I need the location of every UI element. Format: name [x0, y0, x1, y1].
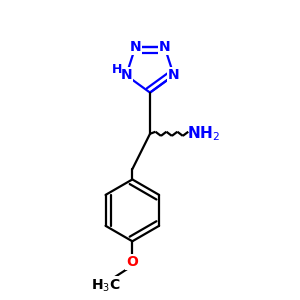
Text: N: N — [120, 68, 132, 82]
Text: H$_3$C: H$_3$C — [91, 277, 121, 294]
Text: N: N — [159, 40, 170, 54]
Text: N: N — [130, 40, 141, 54]
Text: N: N — [168, 68, 180, 82]
Text: H: H — [112, 64, 123, 76]
Text: NH$_2$: NH$_2$ — [187, 124, 220, 142]
Text: O: O — [126, 255, 138, 269]
